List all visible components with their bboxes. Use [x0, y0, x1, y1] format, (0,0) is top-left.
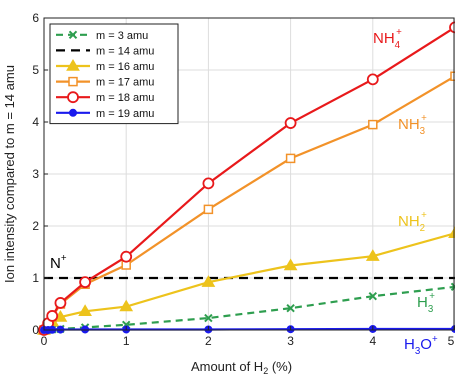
legend-item: m = 14 amu — [56, 45, 154, 57]
legend-item: m = 3 amu — [56, 30, 148, 42]
data-point — [204, 313, 213, 323]
y-tick-label: 4 — [32, 115, 39, 129]
ion-annotations: NH4+ NH3+ NH2+ N+ H3+ H3O+ — [50, 27, 438, 357]
legend-label: m = 19 amu — [96, 108, 154, 120]
data-point — [202, 177, 215, 190]
data-point — [368, 119, 378, 130]
ion-label: NH4+ — [373, 27, 402, 51]
y-tick-label: 6 — [32, 11, 39, 25]
ion-label: NH3+ — [398, 113, 427, 137]
x-tick-label: 0 — [41, 334, 48, 348]
data-point — [119, 299, 134, 312]
legend-item: m = 17 amu — [56, 77, 154, 89]
data-point — [46, 310, 59, 322]
ion-label: N+ — [50, 253, 67, 272]
legend-label: m = 3 amu — [96, 30, 148, 42]
legend-label: m = 18 amu — [96, 92, 154, 104]
data-point — [283, 258, 298, 271]
data-point — [78, 304, 92, 316]
legend-item: m = 16 amu — [56, 59, 154, 73]
ion-label: H3O+ — [404, 334, 438, 357]
data-point — [450, 282, 455, 292]
legend-label: m = 17 amu — [96, 77, 154, 89]
legend-item: m = 18 amu — [56, 91, 154, 104]
legend-box — [49, 23, 179, 125]
data-point — [79, 276, 91, 289]
data-point — [284, 117, 297, 129]
legend-label: m = 16 amu — [96, 61, 154, 73]
data-point — [203, 204, 214, 215]
data-point — [450, 71, 455, 81]
y-tick-label: 5 — [32, 63, 39, 77]
legend-marker — [69, 108, 77, 117]
ion-label: NH2+ — [398, 210, 427, 234]
data-point — [365, 249, 380, 261]
x-tick-label: 4 — [369, 334, 376, 348]
ion-label: H3+ — [417, 291, 435, 315]
x-tick-label: 2 — [205, 334, 212, 348]
data-point — [286, 303, 295, 313]
y-tick-label: 2 — [32, 219, 39, 233]
legend-marker — [68, 76, 78, 87]
data-point — [54, 297, 67, 309]
legend: m = 3 amu m = 14 amu m = 16 amu m = 17 amu m… — [49, 23, 179, 125]
data-point — [201, 275, 216, 287]
y-axis-title: Ion intensity compared to m = 14 amu — [2, 65, 17, 283]
legend-marker — [66, 59, 80, 71]
y-tick-label: 0 — [32, 323, 39, 337]
legend-item: m = 19 amu — [56, 108, 154, 120]
x-tick-label: 5 — [448, 334, 455, 348]
data-point — [120, 250, 133, 263]
x-tick-label: 1 — [123, 334, 130, 348]
axis-titles: Amount of H2 (%) Ion intensity compared t… — [2, 65, 292, 376]
data-point — [368, 291, 378, 301]
data-point — [285, 153, 296, 164]
y-tick-label: 1 — [32, 271, 39, 285]
data-point — [366, 73, 379, 86]
legend-marker — [68, 30, 78, 40]
data-point — [81, 325, 90, 334]
legend-marker — [67, 91, 79, 104]
legend-label: m = 14 amu — [96, 45, 154, 57]
axis-ticks: 0 1 2 3 4 5 0 1 2 3 4 5 6 — [32, 11, 455, 348]
y-tick-label: 3 — [32, 167, 39, 181]
x-axis-title: Amount of H2 (%) — [191, 359, 292, 376]
x-tick-label: 3 — [287, 334, 294, 348]
plot-series — [37, 21, 455, 336]
